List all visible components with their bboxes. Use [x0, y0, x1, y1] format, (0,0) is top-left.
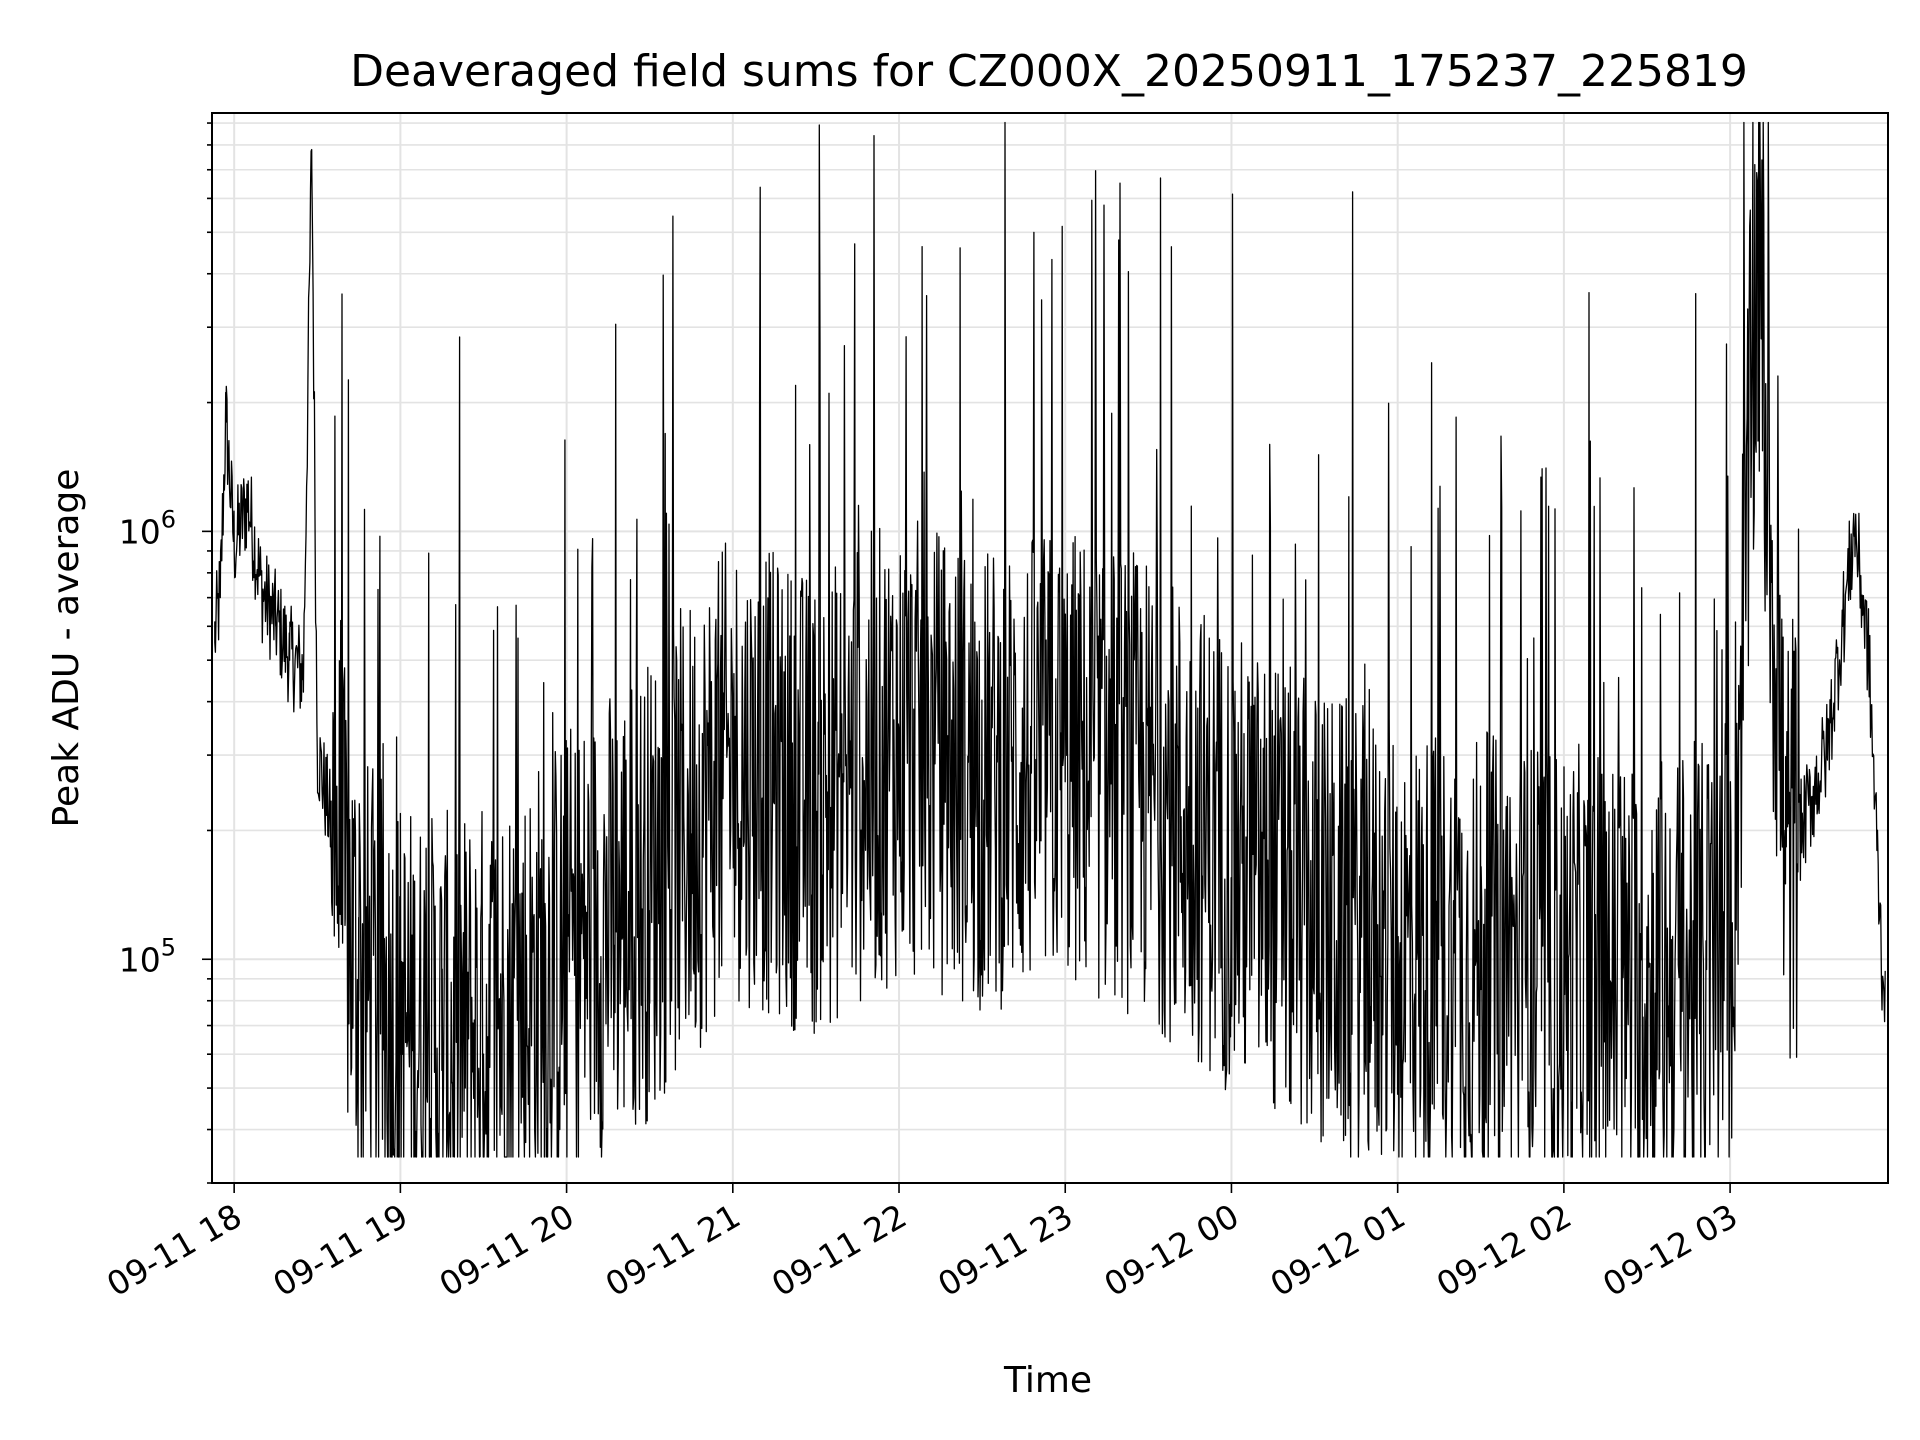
plot-area [211, 112, 1889, 1184]
y-axis: 105 106 [119, 122, 212, 1184]
series-line [214, 121, 1886, 1158]
y-tick-label: 106 [119, 505, 176, 551]
plot-frame [211, 112, 1889, 1184]
chart-title: Deaveraged field sums for CZ000X_2025091… [350, 46, 1748, 97]
y-tick-label: 105 [119, 933, 176, 979]
y-axis-label: Peak ADU - average [46, 469, 87, 828]
x-axis-label: Time [1003, 1360, 1092, 1401]
series-layer [214, 121, 1886, 1158]
